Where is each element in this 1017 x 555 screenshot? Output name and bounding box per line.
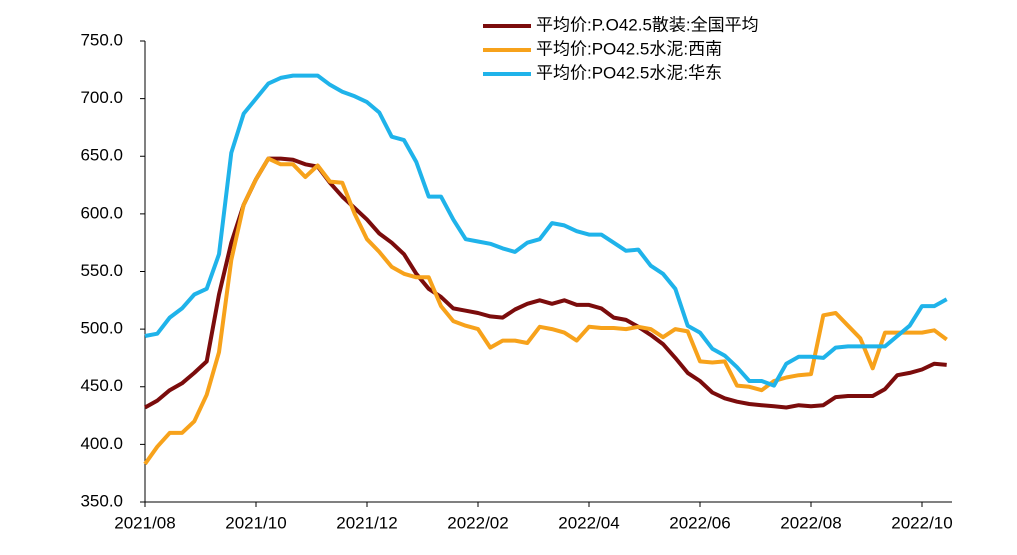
x-tick-label: 2022/08 bbox=[780, 513, 841, 532]
y-tick-label: 750.0 bbox=[80, 30, 123, 49]
y-tick-label: 350.0 bbox=[80, 491, 123, 510]
legend-label: 平均价:P.O42.5散装:全国平均 bbox=[536, 15, 759, 34]
y-tick-label: 700.0 bbox=[80, 88, 123, 107]
legend: 平均价:P.O42.5散装:全国平均平均价:PO42.5水泥:西南平均价:PO4… bbox=[483, 15, 759, 82]
series-line bbox=[144, 156, 947, 410]
x-tick-label: 2021/08 bbox=[114, 513, 175, 532]
x-tick-label: 2021/12 bbox=[336, 513, 397, 532]
x-tick-label: 2022/10 bbox=[891, 513, 952, 532]
y-tick-label: 400.0 bbox=[80, 434, 123, 453]
series-line bbox=[144, 73, 948, 388]
y-tick-label: 450.0 bbox=[80, 376, 123, 395]
x-tick-label: 2022/04 bbox=[558, 513, 619, 532]
x-tick-label: 2021/10 bbox=[225, 513, 286, 532]
legend-label: 平均价:PO42.5水泥:西南 bbox=[536, 39, 722, 58]
y-tick-label: 650.0 bbox=[80, 146, 123, 165]
y-tick-label: 500.0 bbox=[80, 319, 123, 338]
x-tick-label: 2022/06 bbox=[669, 513, 730, 532]
legend-label: 平均价:PO42.5水泥:华东 bbox=[536, 63, 722, 82]
x-tick-label: 2022/02 bbox=[447, 513, 508, 532]
series-line bbox=[143, 156, 948, 466]
y-tick-label: 550.0 bbox=[80, 261, 123, 280]
y-tick-label: 600.0 bbox=[80, 203, 123, 222]
